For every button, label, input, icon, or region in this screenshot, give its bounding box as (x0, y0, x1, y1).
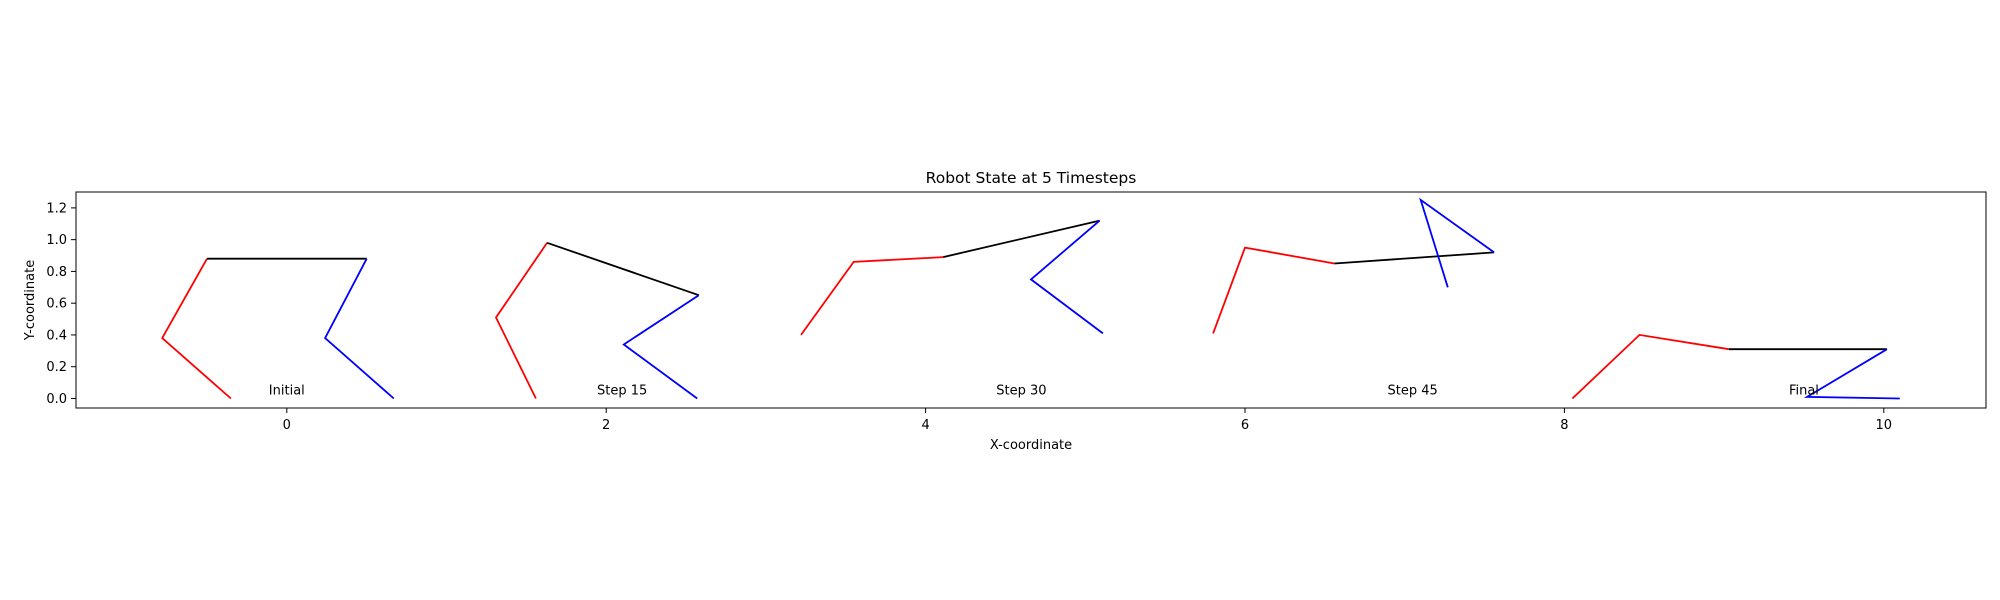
robot-body-line (1334, 251, 1495, 265)
robot-left-leg-line (800, 256, 944, 336)
robot-left-leg-line (1212, 246, 1335, 334)
robot-right-leg-line (1029, 219, 1104, 335)
robot-right-leg-line (323, 258, 395, 400)
y-tick-label: 1.0 (46, 233, 67, 248)
x-tick-label: 8 (1560, 418, 1568, 433)
robot-right-leg-line (622, 294, 700, 400)
state-label: Step 45 (1388, 383, 1438, 398)
robot-left-leg-line (161, 258, 232, 400)
y-tick-label: 0.8 (46, 265, 67, 280)
robot-left-leg-line (494, 242, 548, 399)
y-tick-label: 0.4 (46, 328, 67, 343)
state-label: Step 30 (996, 383, 1046, 398)
state-label: Initial (269, 383, 305, 398)
plot-marks: 0 2 4 6 8 10 0.0 0.2 0.4 0.6 0.8 1.0 1.2 Initial Step … (46, 197, 1900, 433)
y-tick-label: 0.2 (46, 360, 67, 375)
x-tick-label: 10 (1876, 418, 1893, 433)
y-tick-label: 1.2 (46, 201, 67, 216)
y-tick-label: 0.0 (46, 392, 67, 407)
chart-title: Robot State at 5 Timesteps (926, 169, 1137, 187)
robot-body-line (546, 241, 700, 297)
x-tick-label: 2 (602, 418, 610, 433)
x-tick-label: 6 (1241, 418, 1249, 433)
state-label: Step 15 (597, 383, 647, 398)
robot-right-leg-line (1419, 197, 1495, 288)
plot-frame (75, 191, 1987, 409)
state-label: Final (1789, 383, 1819, 398)
robot-right-leg-line (1803, 348, 1900, 400)
y-axis-label: Y-coordinate (23, 260, 38, 341)
x-axis-label: X-coordinate (990, 438, 1072, 453)
x-tick-label: 0 (283, 418, 291, 433)
x-tick-label: 4 (921, 418, 929, 433)
y-tick-label: 0.6 (46, 297, 67, 312)
robot-left-leg-line (1571, 333, 1730, 400)
robot-body-line (942, 219, 1100, 258)
